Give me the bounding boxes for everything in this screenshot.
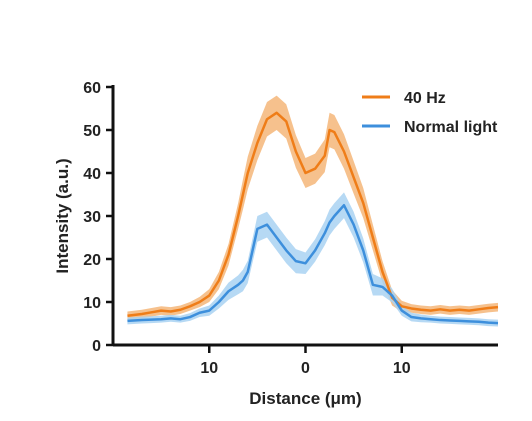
x-axis-title: Distance (μm) [249,389,361,408]
error-bands [127,95,498,327]
y-tick-label: 20 [83,252,101,269]
series-line-1 [127,204,499,325]
x-tick-label: 10 [200,360,218,377]
y-tick-label: 40 [83,166,101,183]
x-tick-label: 0 [301,360,310,377]
x-ticks: 10 0 10 [200,345,411,377]
series-band-1 [127,192,498,327]
y-axis-title: Intensity (a.u.) [53,158,72,273]
y-tick-label: 10 [83,295,101,312]
legend-label: 40 Hz [404,90,446,107]
legend: 40 Hz Normal light [362,90,498,136]
series-lines [127,111,499,325]
x-tick-label: 10 [393,360,411,377]
y-tick-label: 30 [83,209,101,226]
y-tick-label: 60 [83,80,101,97]
y-tick-label: 50 [83,123,101,140]
y-tick-label: 0 [92,338,101,355]
series-line-0 [127,111,499,318]
y-ticks: 0 10 20 30 40 50 60 [83,80,113,355]
legend-label: Normal light [404,119,498,136]
